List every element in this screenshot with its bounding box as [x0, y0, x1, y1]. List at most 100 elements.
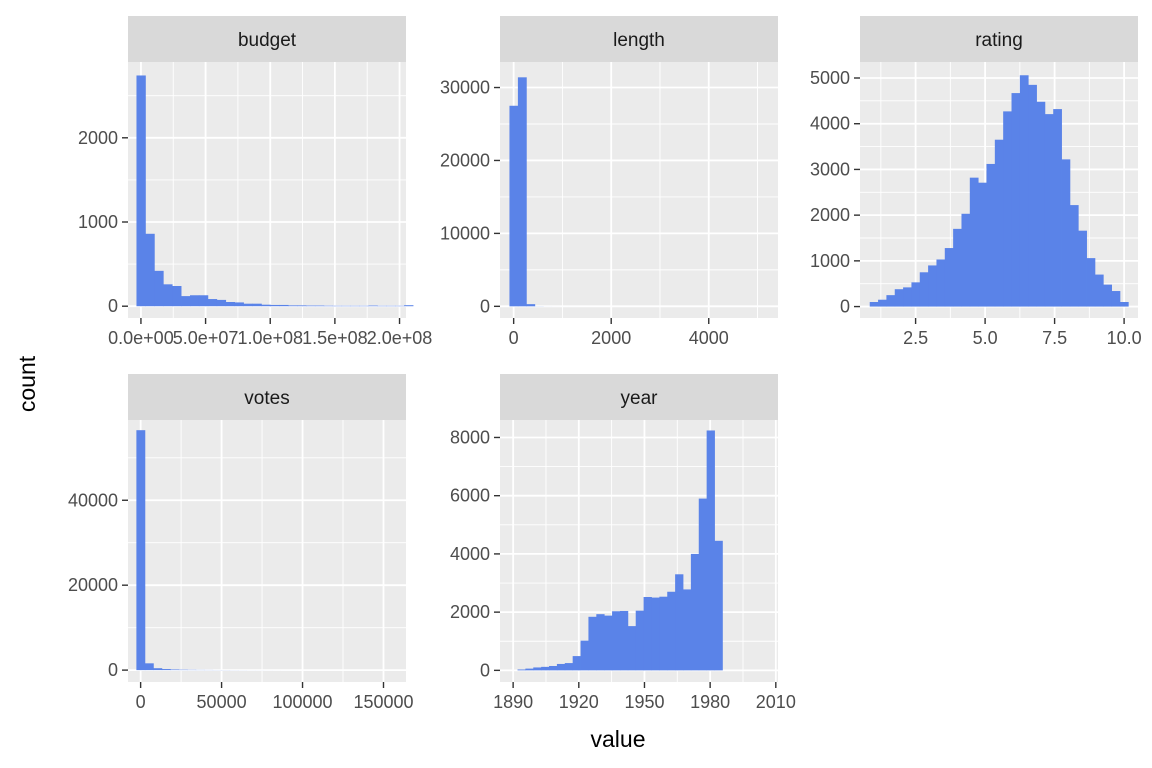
histogram-bar — [682, 589, 692, 671]
histogram-bar — [541, 666, 550, 671]
histogram-bar — [533, 667, 542, 671]
histogram-bar — [509, 105, 519, 307]
histogram-bar — [161, 669, 171, 671]
histogram-bar — [172, 286, 182, 307]
facet-panel-budget: budget 0 1000 2000 0.0e+00 5.0e+07 1.0e+08 1.5e… — [78, 16, 432, 348]
facet-panel-year: year 0 2000 4000 6000 8000 1890 1920 1950 1980 201… — [450, 374, 796, 712]
histogram-bar — [252, 303, 262, 307]
histogram-bar — [627, 626, 637, 671]
histogram-bar — [181, 296, 191, 307]
histogram-bar — [1111, 291, 1121, 307]
histogram-bar — [886, 295, 896, 307]
histogram-bar — [153, 668, 163, 671]
x-tick-label: 150000 — [353, 692, 413, 712]
y-tick-label: 1000 — [810, 251, 850, 271]
y-tick-label: 0 — [480, 296, 490, 316]
y-tick-label: 3000 — [810, 159, 850, 179]
histogram-bar — [216, 299, 227, 307]
histogram-bar — [549, 665, 558, 671]
y-tick-label: 2000 — [810, 205, 850, 225]
y-tick-label: 6000 — [450, 486, 490, 506]
facet-strip-label: budget — [238, 30, 297, 51]
x-tick-label: 100000 — [273, 692, 333, 712]
histogram-bar — [368, 305, 378, 307]
x-tick-label: 2000 — [591, 328, 631, 348]
histogram-bar — [136, 75, 146, 307]
histogram-bar — [1036, 101, 1046, 307]
histogram-bar — [564, 663, 574, 671]
facet-strip — [500, 16, 778, 62]
histogram-bar — [163, 284, 173, 307]
histogram-bar — [145, 233, 155, 307]
x-tick-label: 0.0e+00 — [108, 328, 174, 348]
y-tick-label: 2000 — [450, 602, 490, 622]
histogram-bar — [1078, 230, 1087, 307]
histogram-bar — [894, 289, 904, 307]
x-tick-label: 2.5 — [903, 328, 928, 348]
histogram-bar — [572, 656, 581, 671]
histogram-bar — [596, 614, 605, 671]
histogram-bar — [297, 305, 307, 307]
histogram-bar — [270, 304, 280, 307]
histogram-bar — [706, 430, 715, 671]
histogram-bar — [1011, 93, 1021, 307]
facet-strip-label: length — [613, 30, 665, 51]
x-tick-label: 4000 — [689, 328, 729, 348]
x-tick-label: 0 — [136, 692, 146, 712]
x-tick-label: 7.5 — [1042, 328, 1067, 348]
facet-strip-label: year — [621, 388, 659, 409]
x-tick-label: 2.0e+08 — [367, 328, 433, 348]
histogram-bar — [144, 663, 154, 671]
histogram-bar — [154, 270, 164, 307]
histogram-bar — [305, 305, 316, 307]
x-tick-label: 2010 — [756, 692, 796, 712]
panel-background — [128, 420, 406, 682]
histogram-bar — [919, 272, 929, 307]
histogram-bar — [556, 663, 566, 671]
histogram-bar — [936, 259, 946, 307]
y-tick-label: 8000 — [450, 427, 490, 447]
y-tick-label: 10000 — [440, 223, 490, 243]
y-tick-label: 40000 — [68, 490, 118, 510]
y-tick-label: 4000 — [810, 114, 850, 134]
histogram-bar — [517, 77, 527, 307]
y-tick-label: 0 — [840, 297, 850, 317]
x-tick-label: 1920 — [559, 692, 599, 712]
x-axis-title: value — [591, 726, 646, 752]
x-tick-label: 5.0 — [973, 328, 998, 348]
histogram-bar — [526, 304, 536, 307]
histogram-bar — [643, 596, 652, 671]
y-tick-label: 4000 — [450, 544, 490, 564]
x-tick-label: 10.0 — [1107, 328, 1142, 348]
histogram-bar — [604, 615, 613, 671]
histogram-bar — [404, 305, 414, 307]
histogram-bar — [698, 498, 708, 671]
x-tick-label: 50000 — [197, 692, 247, 712]
histogram-bar — [961, 213, 971, 307]
y-tick-label: 0 — [108, 660, 118, 680]
histogram-bar — [580, 640, 589, 671]
histogram-bar — [1061, 159, 1071, 307]
histogram-bar — [207, 299, 218, 307]
facet-panel-length: length 0 10000 20000 30000 0 2000 4000 — [440, 16, 778, 348]
histogram-bar — [928, 265, 937, 307]
x-tick-label: 5.0e+07 — [173, 328, 239, 348]
y-tick-label: 2000 — [78, 128, 118, 148]
histogram-bar — [261, 304, 271, 307]
histogram-bar — [243, 303, 253, 307]
y-tick-label: 1000 — [78, 212, 118, 232]
facet-panels: budget 0 1000 2000 0.0e+00 5.0e+07 1.0e+08 1.5e… — [68, 16, 1142, 712]
histogram-bar — [1053, 109, 1062, 307]
y-axis-title: count — [14, 355, 40, 412]
facet-strip — [860, 16, 1138, 62]
histogram-bar — [635, 610, 644, 671]
histogram-bar — [1119, 302, 1129, 307]
y-tick-label: 30000 — [440, 78, 490, 98]
y-tick-label: 0 — [480, 660, 490, 680]
histogram-bar — [170, 669, 180, 671]
histogram-bar — [198, 295, 209, 307]
y-tick-label: 5000 — [810, 68, 850, 88]
histogram-bar — [279, 304, 289, 307]
histogram-bar — [1044, 114, 1054, 307]
histogram-bar — [190, 295, 200, 307]
